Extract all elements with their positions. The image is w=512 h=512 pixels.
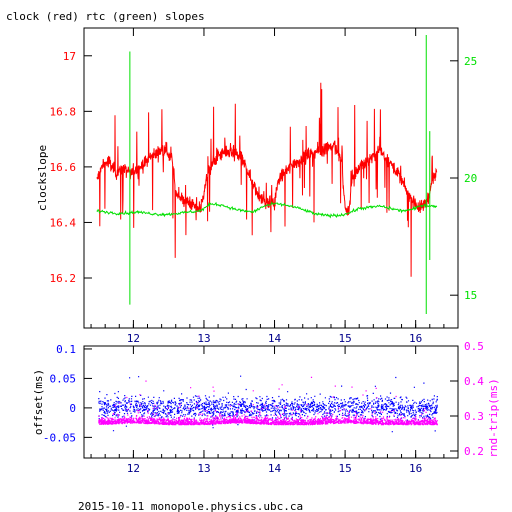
y-right-tick-label: 0.4 <box>464 375 484 388</box>
y-tick-label: 0.1 <box>56 343 76 356</box>
top-panel: 12 13 14 15 16 16.2 16.4 16.6 16.8 17 15 20 25 clo… <box>36 27 477 345</box>
chart-title: clock (red) rtc (green) slopes <box>6 10 205 23</box>
bottom-panel: 12 13 14 15 16 -0.05 0 0.05 0.1 0.2 0.3 0.4 0.5 of… <box>32 340 500 475</box>
x-tick-label: 15 <box>338 332 351 345</box>
y-right-tick-label: 25 <box>464 55 477 68</box>
rndtrip-series <box>98 376 438 426</box>
x-tick-label: 16 <box>409 462 422 475</box>
rtc-series <box>96 35 438 314</box>
bottom-y-axis-left: -0.05 0 0.05 0.1 <box>43 343 92 444</box>
clock-series-line <box>96 82 438 277</box>
bottom-y-axis-label-right: rnd-trip(ms) <box>487 378 500 457</box>
bottom-y-axis-right: 0.2 0.3 0.4 0.5 <box>450 340 484 458</box>
y-tick-label: -0.05 <box>43 431 76 444</box>
bottom-plot-frame <box>83 345 459 459</box>
x-tick-label: 12 <box>127 332 140 345</box>
top-y-axis-label: clockslope <box>36 145 49 211</box>
y-right-tick-label: 0.3 <box>464 410 484 423</box>
y-tick-label: 16.6 <box>50 161 77 174</box>
x-tick-label: 12 <box>127 462 140 475</box>
bottom-x-axis: 12 13 14 15 16 <box>90 346 459 475</box>
y-tick-label: 16.4 <box>50 216 77 229</box>
offset-points <box>98 375 438 433</box>
rtc-series-line <box>96 201 438 219</box>
top-x-axis: 12 13 14 15 16 <box>90 28 459 345</box>
top-y-axis-right: 15 20 25 <box>450 55 477 302</box>
x-tick-label: 15 <box>338 462 351 475</box>
y-right-tick-label: 20 <box>464 172 477 185</box>
x-tick-label: 13 <box>197 462 210 475</box>
y-tick-label: 16.2 <box>50 272 77 285</box>
y-right-tick-label: 15 <box>464 289 477 302</box>
bottom-y-axis-label-left: offset(ms) <box>32 369 45 435</box>
y-tick-label: 0.05 <box>50 372 77 385</box>
clock-series <box>96 82 438 277</box>
top-y-axis-left: 16.2 16.4 16.6 16.8 17 <box>50 50 92 285</box>
x-tick-label: 13 <box>197 332 210 345</box>
y-right-tick-label: 0.2 <box>464 445 484 458</box>
rndtrip-points <box>98 376 438 426</box>
y-tick-label: 0 <box>69 402 76 415</box>
y-tick-label: 17 <box>63 50 76 63</box>
x-tick-label: 14 <box>268 332 282 345</box>
footer-label: 2015-10-11 monopole.physics.ubc.ca <box>78 500 303 512</box>
offset-series <box>98 375 438 433</box>
y-right-tick-label: 0.5 <box>464 340 484 353</box>
x-tick-label: 16 <box>409 332 422 345</box>
x-tick-label: 14 <box>268 462 282 475</box>
y-tick-label: 16.8 <box>50 105 77 118</box>
